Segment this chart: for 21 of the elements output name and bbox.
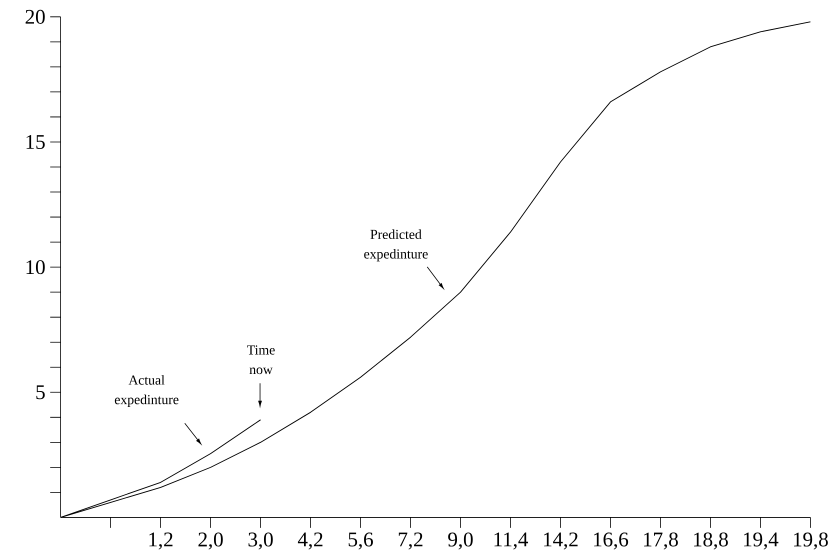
x-tick-label: 3,0 (248, 532, 273, 550)
x-tick-label: 4,2 (298, 532, 322, 550)
x-tick-label: 17,8 (644, 532, 678, 550)
y-tick-label: 15 (26, 135, 45, 150)
x-tick-label: 19,8 (794, 532, 828, 550)
x-tick-label: 19,4 (744, 532, 778, 550)
annotation: Predicted expedinture (364, 229, 428, 262)
x-tick-label: 16,6 (594, 532, 628, 550)
x-tick-label: 7,2 (398, 532, 422, 550)
x-tick-label: 9,0 (448, 532, 473, 550)
x-tick-label: 2,0 (198, 532, 223, 550)
x-tick-label: 14,2 (544, 532, 578, 550)
x-tick-label: 1,2 (149, 532, 172, 550)
y-tick-label: 10 (26, 260, 45, 274)
x-tick-label: 18,8 (694, 532, 728, 550)
x-tick-label: 11,4 (494, 532, 528, 550)
y-tick-label: 20 (26, 10, 45, 24)
y-tick-label: 5 (36, 385, 45, 400)
x-tick-label: 5,6 (348, 532, 373, 550)
annotation: Actual expedinture (114, 375, 178, 408)
annotation: Time now (247, 345, 275, 374)
